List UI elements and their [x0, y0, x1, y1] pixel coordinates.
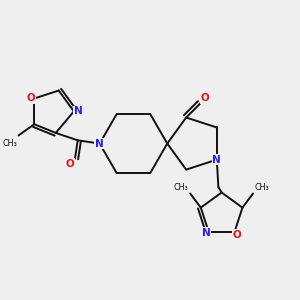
Text: CH₃: CH₃: [174, 183, 189, 192]
Text: N: N: [74, 106, 83, 116]
Text: N: N: [95, 139, 104, 148]
Text: N: N: [202, 228, 211, 238]
Text: O: O: [201, 93, 210, 103]
Text: CH₃: CH₃: [255, 183, 269, 192]
Text: O: O: [26, 94, 35, 103]
Text: O: O: [65, 159, 74, 169]
Text: CH₃: CH₃: [2, 139, 17, 148]
Text: N: N: [212, 154, 221, 165]
Text: O: O: [233, 230, 242, 240]
